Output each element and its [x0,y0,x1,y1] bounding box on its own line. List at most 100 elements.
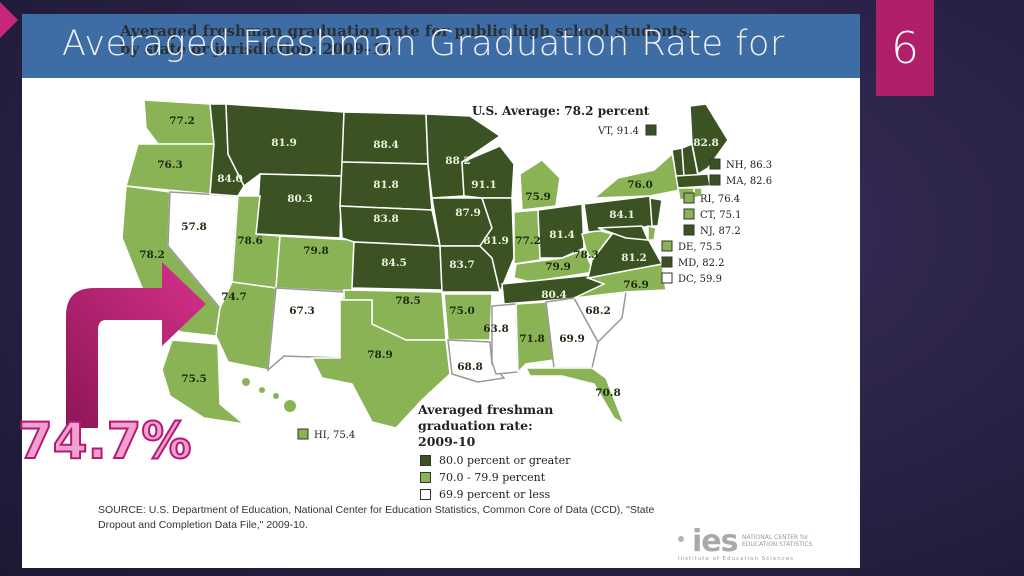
state-value-id: 84.0 [217,173,243,185]
callout-swatch [661,256,673,268]
callout-swatch [709,174,721,186]
state-value-ne: 83.8 [373,213,399,225]
logo-dot-icon [678,536,684,542]
state-ND [341,111,429,165]
callout-label: NH, 86.3 [726,160,772,171]
legend-item: 69.9 percent or less [420,488,570,501]
state-LA [447,339,506,383]
state-GA [545,297,599,369]
source-line1: SOURCE: U.S. Department of Education, Na… [98,504,655,516]
callout-label: MA, 82.6 [726,176,772,187]
callout-label: RI, 76.4 [700,194,740,205]
state-value-tn: 80.4 [541,289,567,301]
legend-title: Averaged freshman graduation rate: 2009-… [418,402,568,450]
legend-swatch [420,489,431,500]
state-value-fl: 70.8 [595,387,621,399]
state-value-ga: 69.9 [559,333,585,345]
state-HI [242,378,296,412]
callout-swatch [709,158,721,170]
state-value-ny: 76.0 [627,179,653,191]
state-value-sd: 81.8 [373,179,399,191]
slide-title: Averaged Freshman Graduation Rate for [62,24,785,64]
state-value-la: 68.8 [457,361,483,373]
legend-swatch [420,455,431,466]
legend-label: 70.0 - 79.9 percent [439,471,546,484]
slide-number: 6 [876,0,934,96]
state-NJ [649,197,663,227]
state-OH [537,203,585,259]
figure-title-line1: Averaged freshman graduation rate for pu… [120,22,693,40]
state-value-wy: 80.3 [287,193,313,205]
state-value-wv: 78.3 [573,249,599,261]
callout-swatch [683,208,695,220]
callout-label: DE, 75.5 [678,242,722,253]
state-value-mn: 88.2 [445,155,471,167]
callout-swatch [683,192,695,204]
figure-title: Averaged freshman graduation rate for pu… [120,22,780,58]
slide-title-overflow: e hig [140,78,200,100]
state-value-pa: 84.1 [609,209,635,221]
ies-logo: ies NATIONAL CENTER for EDUCATION STATIS… [676,524,846,562]
state-value-mi: 75.9 [525,191,551,203]
state-WY [255,173,343,239]
logo-line2: EDUCATION STATISTICS [742,541,813,548]
legend-item: 70.0 - 79.9 percent [420,471,570,484]
callout-swatch [683,224,695,236]
state-value-ks: 84.5 [381,257,407,269]
state-NE [339,205,441,247]
callout-label: DC, 59.9 [678,274,722,285]
state-value-ms: 63.8 [483,323,509,335]
callout-swatch [645,124,657,136]
state-value-mt: 81.9 [271,137,297,149]
state-value-nd: 88.4 [373,139,399,151]
state-value-mo: 83.7 [449,259,475,271]
state-value-co: 79.8 [303,245,329,257]
legend-swatch [420,472,431,483]
state-AK [161,339,247,426]
state-value-sc: 68.2 [585,305,611,317]
callout-label: VT, 91.4 [597,126,639,137]
state-DE [647,225,657,241]
callout-swatch [297,428,309,440]
state-NY [591,152,681,199]
legend-title-line2: graduation rate: 2009-10 [418,418,533,449]
callout-swatch [661,240,673,252]
callout-label: NJ, 87.2 [700,226,741,237]
state-value-ut: 78.6 [237,235,263,247]
state-value-wa: 77.2 [169,115,195,127]
state-value-oh: 81.4 [549,229,575,241]
state-MS [491,303,519,375]
us-graduation-map: 77.2 76.3 78.2 57.8 84.0 81.9 80.3 78.6 74.7 79.8… [121,99,772,441]
state-MA [675,173,711,189]
callout-label: HI, 75.4 [314,430,355,441]
state-value-nv: 57.8 [181,221,207,233]
state-IL [479,197,515,295]
state-TX [310,299,451,429]
state-value-wi: 91.1 [471,179,497,191]
callout-label: CT, 75.1 [700,210,741,221]
legend-item: 80.0 percent or greater [420,454,570,467]
legend-label: 69.9 percent or less [439,488,551,501]
state-value-ca: 78.2 [139,249,165,261]
state-MI [519,159,561,211]
state-value-ak: 75.5 [181,373,207,385]
logo-word: ies [692,524,738,559]
state-FL [524,367,626,426]
highlight-value: 74.7% [17,411,192,471]
state-value-ky: 79.9 [545,261,571,273]
legend-title-line1: Averaged freshman [418,402,554,417]
logo-line3: Institute of Education Sciences [678,556,794,562]
state-value-nm: 67.3 [289,305,315,317]
state-AR [443,293,493,341]
state-NM [267,287,345,372]
callout-label: MD, 82.2 [678,258,725,269]
state-value-or: 76.3 [157,159,183,171]
figure-title-line2: by state or jurisdiction: 2009–10 [120,40,393,58]
state-value-ok: 78.5 [395,295,421,307]
source-line2: Dropout and Completion Data File," 2009-… [98,519,308,531]
state-value-in: 77.2 [515,235,541,247]
state-value-ia: 87.9 [455,207,481,219]
state-value-il: 81.9 [483,235,509,247]
map-legend: Averaged freshman graduation rate: 2009-… [418,402,570,501]
state-ME [689,103,729,176]
